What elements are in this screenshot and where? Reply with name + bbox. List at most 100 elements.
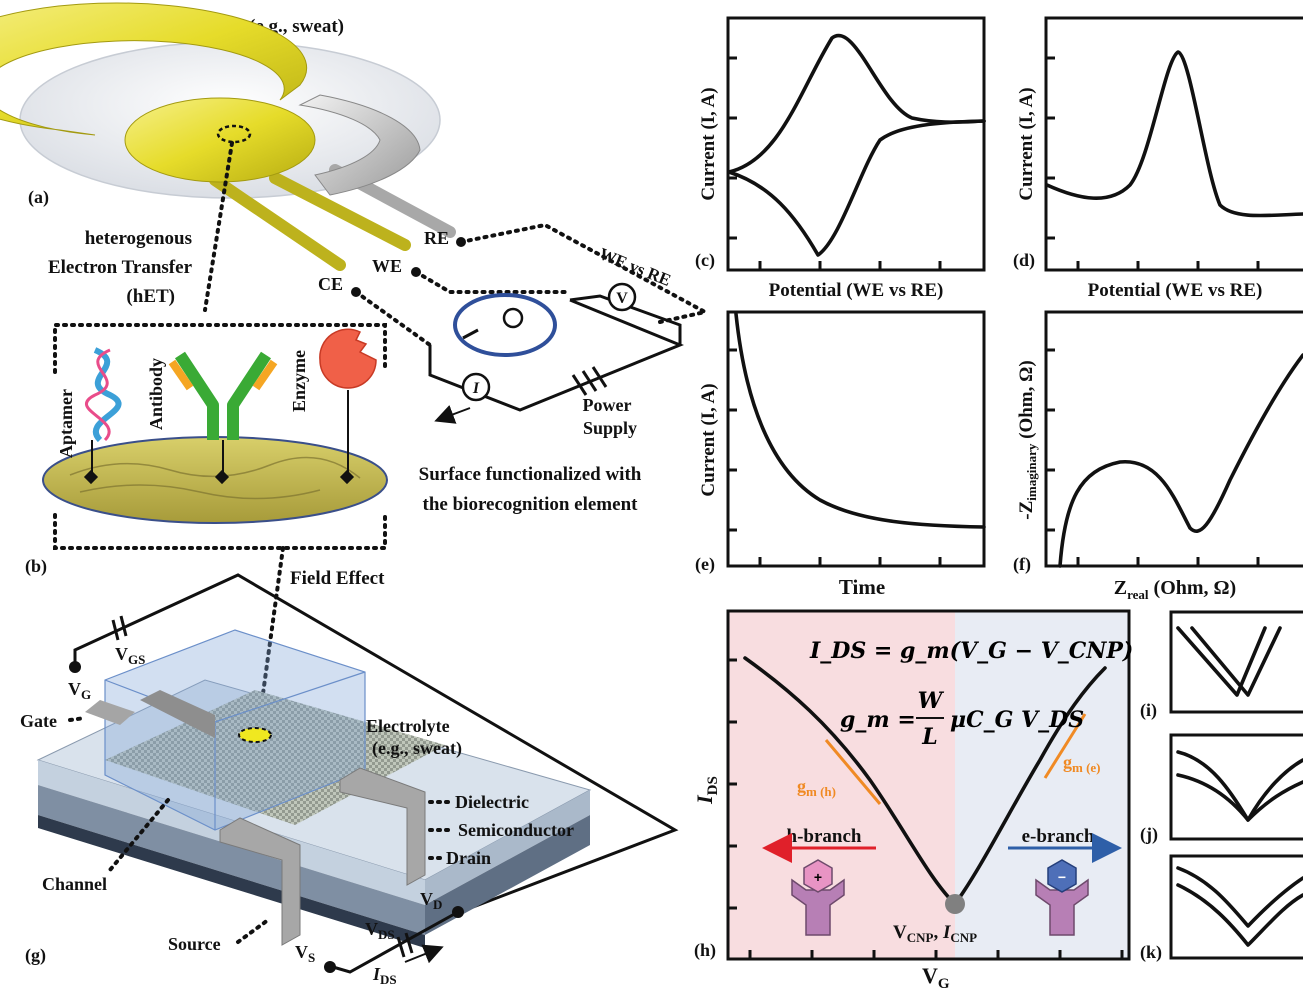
dielectric-side — [425, 790, 590, 905]
gate-label: Gate — [20, 711, 57, 731]
het-line3: (hET) — [126, 286, 175, 307]
semiconductor-front — [38, 785, 425, 935]
aptamer-icon — [83, 347, 122, 485]
fet-electrolyte-line2: (e.g., sweat) — [372, 738, 462, 759]
vg-label: VG — [68, 679, 91, 702]
current-arrow — [434, 405, 471, 424]
semiconductor-side — [425, 815, 590, 935]
panel-d-ticks — [1046, 56, 1260, 270]
enzyme-icon — [319, 328, 377, 485]
panel-k-curve-2 — [1176, 883, 1303, 947]
panel-h-xlabel: VG — [922, 963, 950, 991]
panel-h-label: (h) — [694, 940, 716, 961]
source-label: Source — [168, 934, 221, 954]
panel-f-xlabel: Zreal (Ohm, Ω) — [1114, 577, 1236, 602]
enzyme-label: Enzyme — [289, 350, 309, 412]
surface-caption-line1: Surface functionalized with — [419, 464, 642, 485]
gm-h-tangent — [824, 739, 882, 805]
working-electrode — [124, 97, 316, 183]
antibody-icon — [168, 351, 278, 485]
vg-terminal — [69, 661, 81, 673]
cnp-label: VCNP, ICNP — [893, 922, 977, 945]
we-label: WE — [372, 256, 402, 276]
reference-electrode — [298, 94, 421, 196]
panel-k-frame — [1169, 854, 1303, 960]
ids-label: IDS — [372, 964, 397, 987]
volt-branch — [569, 294, 682, 345]
ammeter-label: I — [472, 380, 480, 397]
re-wire — [459, 222, 711, 324]
gm-h-label: gm (h) — [797, 776, 836, 799]
we-lead — [269, 172, 411, 251]
panel-j-frame — [1169, 733, 1303, 841]
equation-ids: I_DS = g_m(V_G − V_CNP) — [809, 638, 1133, 664]
voltmeter-icon — [607, 282, 637, 312]
equation-gm: g_m = W L μC_G V_DS — [840, 688, 1084, 750]
drain-label: Drain — [446, 848, 491, 868]
channel-label: Channel — [42, 874, 107, 894]
e-branch-label: e-branch — [1022, 826, 1095, 847]
gm-e-label: gm (e) — [1063, 752, 1101, 775]
svg-text:L: L — [921, 724, 937, 750]
ids-arrow — [404, 944, 444, 964]
base-front — [38, 815, 425, 948]
vds-label: VDS — [365, 919, 395, 942]
svg-text:−: − — [1058, 869, 1066, 885]
het-line1: heterogenous — [85, 228, 192, 249]
dpv-curve — [1045, 50, 1303, 218]
dielectric-label: Dielectric — [455, 792, 529, 812]
we-vs-re-label: WE vs RE — [597, 244, 674, 290]
antibody-label: Antibody — [146, 358, 166, 430]
potentiostat-ring — [453, 293, 557, 357]
potentiostat-switch — [462, 328, 479, 340]
vd-label: VD — [420, 889, 442, 912]
ce-lead — [209, 174, 346, 271]
panel-c-label: (c) — [695, 250, 715, 271]
panel-h-ylabel: IDS — [692, 776, 721, 805]
vds-capacitor-icon — [396, 932, 414, 958]
ammeter-icon — [461, 372, 491, 402]
label-g: (g) — [25, 945, 46, 966]
svg-text:μC_G V_DS: μC_G V_DS — [950, 707, 1084, 733]
h-region — [729, 612, 955, 958]
panel-k-curve-1 — [1176, 866, 1303, 928]
svg-text:W: W — [918, 688, 945, 714]
panel-e-ylabel: Current (I, A) — [698, 383, 719, 496]
circuit-loop — [428, 298, 684, 412]
potentiostat-node — [502, 307, 524, 329]
panel-c-frame — [726, 16, 986, 272]
panel-i-curve-1 — [1176, 626, 1267, 697]
panel-f-ylabel: -Zimaginary (Ohm, Ω) — [1016, 360, 1039, 519]
semiconductor-label: Semiconductor — [458, 820, 574, 840]
panel-d-ylabel: Current (I, A) — [1016, 87, 1037, 200]
panel-k-label: (k) — [1140, 942, 1162, 963]
panel-f-frame — [1044, 310, 1303, 568]
we-wire — [414, 270, 570, 294]
electron-receptor-icon: − — [1035, 859, 1089, 936]
source-electrode — [219, 817, 301, 946]
zoom-bracket-bottom — [53, 513, 387, 550]
svg-text:+: + — [814, 869, 822, 885]
e-region — [955, 612, 1128, 958]
panel-f: -Zimaginary (Ohm, Ω) Zreal (Ohm, Ω) (f) — [1013, 310, 1303, 602]
vs-terminal — [324, 961, 336, 973]
svg-text:g_m =: g_m = — [840, 707, 916, 733]
panel-e-frame — [726, 310, 986, 568]
panel-k: (k) — [1140, 854, 1303, 963]
panel-e: Current (I, A) Time (e) — [695, 310, 986, 599]
label-a: (a) — [28, 187, 49, 208]
power-line1: Power — [583, 395, 632, 415]
panel-e-ticks — [728, 348, 942, 566]
het-line2: Electron Transfer — [48, 257, 193, 278]
panel-h: I_DS = g_m(V_G − V_CNP) g_m = W L μC_G V… — [692, 609, 1133, 991]
h-branch-label: h-branch — [787, 826, 862, 847]
panel-e-label: (e) — [695, 554, 715, 575]
fet-outer-wire — [73, 573, 679, 914]
panel-c-xlabel: Potential (WE vs RE) — [769, 280, 944, 301]
panel-e-xlabel: Time — [839, 575, 885, 599]
vgs-label: VGS — [115, 644, 145, 667]
panel-h-ticks — [728, 658, 1124, 959]
nyquist-curve — [1058, 353, 1303, 568]
panel-i: (i) — [1140, 610, 1303, 721]
